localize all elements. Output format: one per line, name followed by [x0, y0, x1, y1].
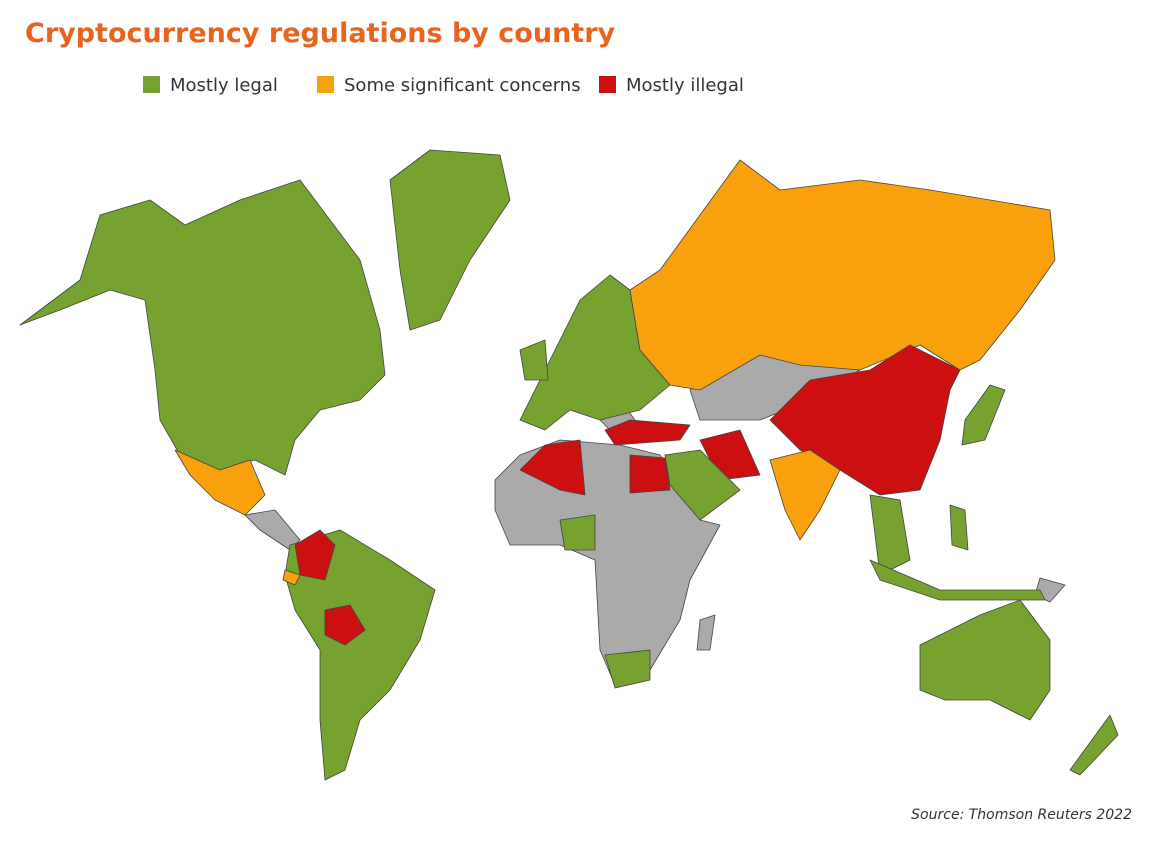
central-america: [244, 509, 301, 551]
legend: Mostly legal Some significant concerns Mos…: [143, 75, 744, 96]
saudi-arabia: [664, 449, 741, 521]
uk: [519, 339, 549, 381]
legend-label: Mostly legal: [170, 75, 278, 96]
colombia: [294, 529, 336, 581]
algeria: [519, 439, 586, 496]
southeast-asia: [869, 494, 911, 576]
legend-swatch: [599, 76, 616, 93]
india: [769, 449, 841, 541]
source: Source: Thomson Reuters 2022: [911, 807, 1132, 823]
title: Cryptocurrency regulations by country: [25, 18, 616, 49]
south-america: [284, 529, 436, 781]
greenland: [389, 149, 511, 331]
indonesia: [869, 559, 1046, 601]
nigeria: [559, 514, 596, 551]
north-america: [19, 179, 386, 476]
turkey: [604, 419, 691, 446]
russia: [629, 159, 1056, 391]
philippines: [949, 504, 969, 551]
south-africa: [604, 649, 651, 689]
legend-label: Some significant concerns: [344, 75, 581, 96]
ecuador: [282, 569, 301, 586]
legend-swatch: [143, 76, 160, 93]
legend-swatch: [317, 76, 334, 93]
africa: [494, 439, 721, 686]
madagascar: [696, 614, 716, 651]
mexico: [174, 449, 266, 516]
japan: [961, 384, 1006, 446]
egypt: [629, 454, 671, 494]
legend-label: Mostly illegal: [626, 75, 744, 96]
bolivia: [324, 604, 366, 646]
new-zealand: [1069, 714, 1119, 776]
world-map: [19, 149, 1119, 781]
australia: [919, 599, 1051, 721]
